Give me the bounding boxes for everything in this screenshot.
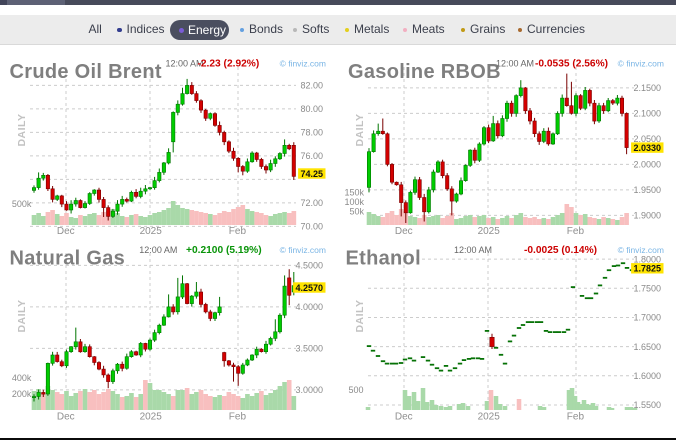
svg-text:400k: 400k: [12, 373, 32, 383]
svg-text:Gasoline RBOB: Gasoline RBOB: [348, 61, 501, 83]
svg-text:Ethanol: Ethanol: [346, 248, 421, 270]
svg-text:2.0330: 2.0330: [633, 143, 661, 153]
svg-text:DAILY: DAILY: [354, 299, 366, 332]
svg-text:100k: 100k: [344, 197, 364, 207]
svg-text:1.9500: 1.9500: [633, 185, 661, 195]
svg-text:Dec: Dec: [395, 411, 413, 422]
svg-text:DAILY: DAILY: [16, 299, 28, 332]
svg-text:DAILY: DAILY: [354, 113, 366, 146]
svg-text:© finviz.com: © finviz.com: [280, 245, 326, 255]
svg-text:1.8000: 1.8000: [633, 254, 661, 264]
svg-text:© finviz.com: © finviz.com: [280, 59, 326, 69]
svg-text:© finviz.com: © finviz.com: [618, 245, 664, 255]
svg-text:12:00 AM: 12:00 AM: [139, 245, 177, 255]
svg-text:1.7500: 1.7500: [633, 284, 661, 294]
svg-text:2.1500: 2.1500: [633, 83, 661, 93]
svg-text:Dec: Dec: [57, 411, 75, 422]
svg-text:+0.2100 (5.19%): +0.2100 (5.19%): [186, 245, 262, 256]
svg-text:74.25: 74.25: [300, 169, 323, 179]
svg-text:1.7825: 1.7825: [633, 264, 661, 274]
svg-text:1.6000: 1.6000: [633, 371, 661, 381]
svg-text:500k: 500k: [12, 199, 32, 209]
svg-text:76.00: 76.00: [300, 151, 323, 161]
svg-text:Dec: Dec: [395, 226, 413, 237]
svg-text:80.00: 80.00: [300, 104, 323, 114]
svg-text:3.0000: 3.0000: [295, 385, 323, 395]
svg-text:2025: 2025: [140, 226, 163, 237]
svg-text:150k: 150k: [344, 188, 364, 198]
svg-text:72.00: 72.00: [300, 198, 323, 208]
svg-text:12:00 AM: 12:00 AM: [166, 59, 204, 69]
svg-text:2025: 2025: [140, 411, 163, 422]
svg-text:2.1000: 2.1000: [633, 109, 661, 119]
svg-text:-2.23 (2.92%): -2.23 (2.92%): [198, 59, 260, 70]
svg-text:3.5000: 3.5000: [295, 344, 323, 354]
svg-text:70.00: 70.00: [300, 222, 323, 232]
svg-text:Crude Oil Brent: Crude Oil Brent: [10, 61, 162, 83]
svg-text:-0.0535 (2.56%): -0.0535 (2.56%): [535, 59, 608, 70]
svg-text:© finviz.com: © finviz.com: [618, 59, 664, 69]
svg-text:500: 500: [348, 385, 363, 395]
svg-text:4.0000: 4.0000: [295, 302, 323, 312]
svg-text:4.5000: 4.5000: [295, 261, 323, 271]
svg-text:1.6500: 1.6500: [633, 342, 661, 352]
svg-text:78.00: 78.00: [300, 128, 323, 138]
svg-text:Feb: Feb: [229, 411, 247, 422]
svg-text:Feb: Feb: [229, 226, 247, 237]
svg-text:4.2570: 4.2570: [295, 283, 323, 293]
svg-text:Dec: Dec: [57, 226, 75, 237]
svg-text:2025: 2025: [478, 411, 501, 422]
svg-text:DAILY: DAILY: [16, 113, 28, 146]
svg-text:50k: 50k: [349, 207, 364, 217]
svg-text:1.7000: 1.7000: [633, 313, 661, 323]
svg-text:82.00: 82.00: [300, 81, 323, 91]
svg-text:Feb: Feb: [567, 411, 585, 422]
svg-text:-0.0025 (0.14%): -0.0025 (0.14%): [524, 245, 597, 256]
svg-text:Natural Gas: Natural Gas: [10, 248, 126, 270]
svg-text:1.9000: 1.9000: [633, 211, 661, 221]
svg-text:1.5500: 1.5500: [633, 400, 661, 410]
svg-text:200k: 200k: [12, 389, 32, 399]
svg-text:12:00 AM: 12:00 AM: [454, 245, 492, 255]
svg-text:Feb: Feb: [567, 226, 585, 237]
svg-text:12:00 AM: 12:00 AM: [496, 59, 534, 69]
svg-text:2.0500: 2.0500: [633, 134, 661, 144]
svg-text:2.0000: 2.0000: [633, 160, 661, 170]
svg-text:2025: 2025: [478, 226, 501, 237]
